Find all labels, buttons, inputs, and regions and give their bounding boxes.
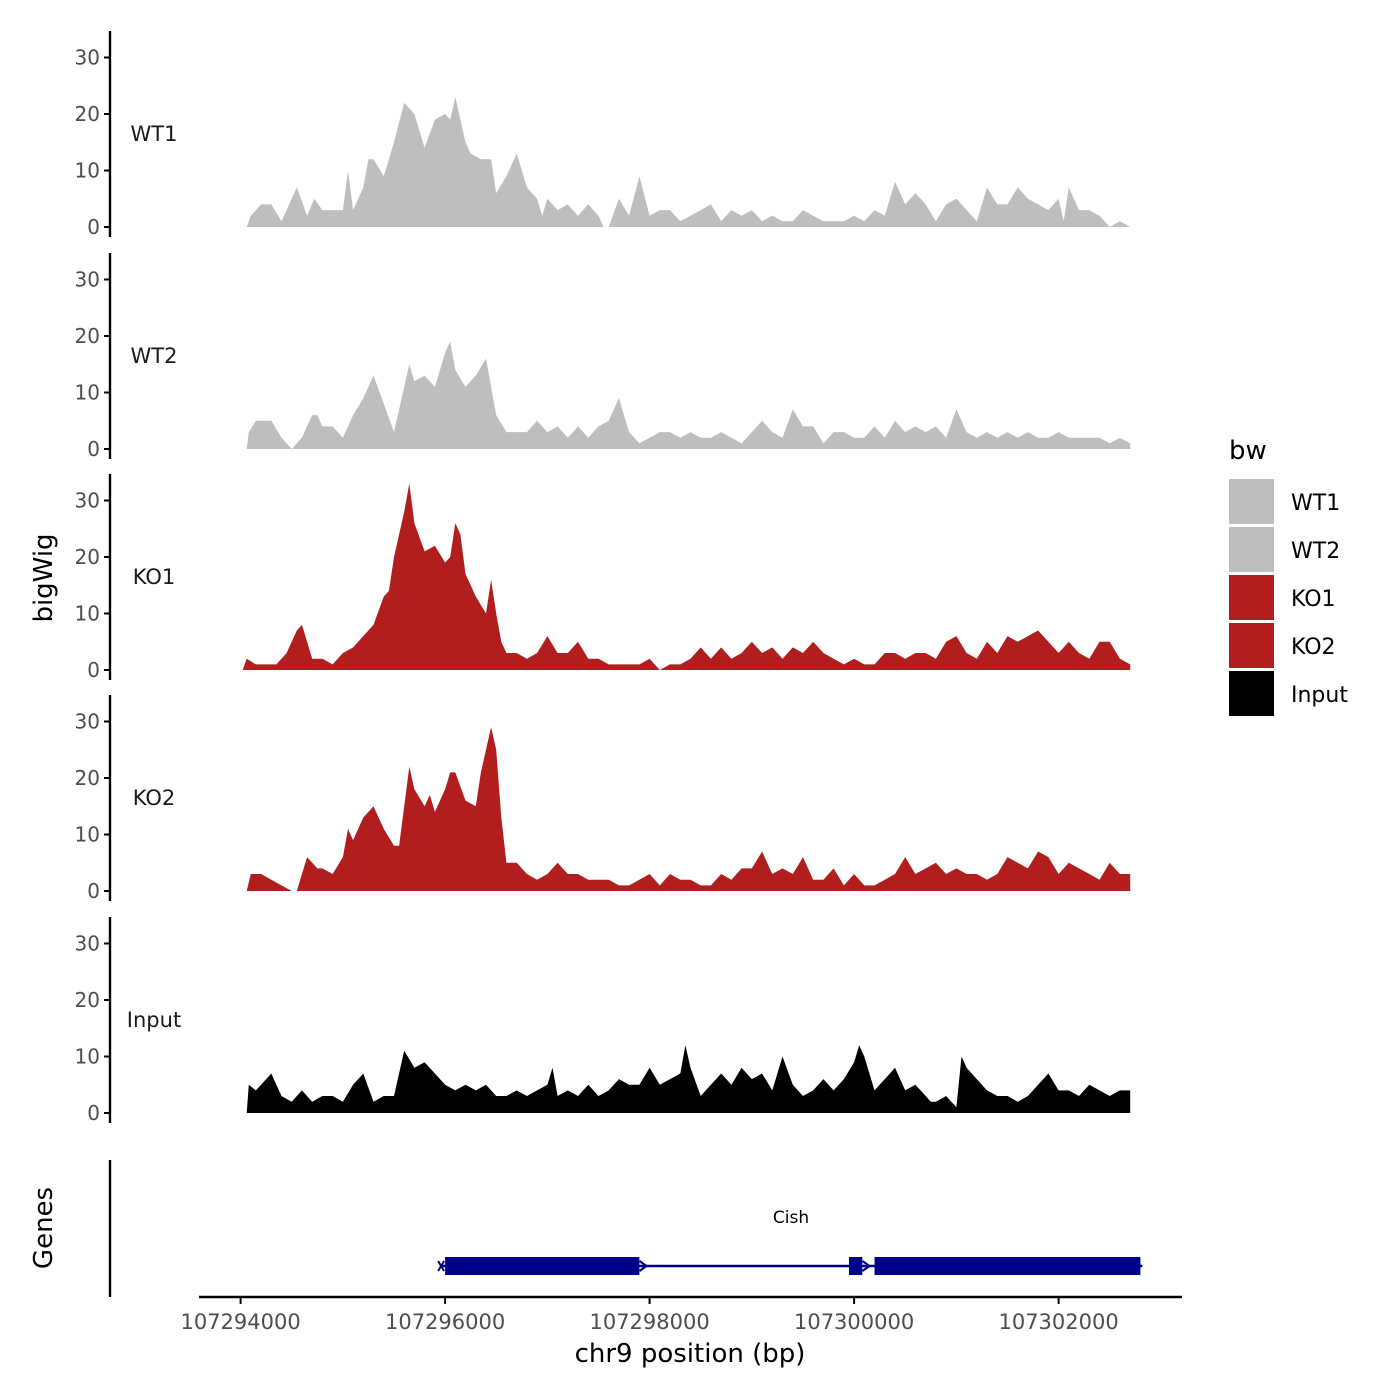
coverage-area-ko1 (242, 483, 1131, 670)
x-tick-label: 107300000 (794, 1310, 914, 1334)
legend-key-input (1229, 671, 1274, 716)
legend-key-wt2 (1229, 527, 1274, 572)
x-tick-label: 107294000 (180, 1310, 300, 1334)
legend-key-ko1 (1229, 575, 1274, 620)
y-tick-label: 30 (75, 268, 100, 292)
coverage-area-ko2 (246, 727, 1131, 891)
y-tick-label: 30 (75, 710, 100, 734)
coverage-area-wt2 (246, 341, 1131, 449)
x-tick-label: 107302000 (998, 1310, 1118, 1334)
gene-start-mark (437, 1260, 445, 1272)
legend-key-wt1 (1229, 479, 1274, 524)
track-panel-wt1: 0 10 20 30 WT1 (75, 31, 1131, 239)
y-tick-label: 20 (75, 988, 100, 1012)
x-axis: 107294000 107296000 107298000 107300000 1073… (180, 1295, 1182, 1334)
y-tick-label: 10 (75, 381, 100, 405)
y-tick-label: 20 (75, 324, 100, 348)
gene-exon (874, 1257, 1141, 1275)
gene-track: Cish (108, 1160, 1143, 1297)
gene-exon (445, 1257, 640, 1275)
track-panel-wt2: 0 10 20 30 WT2 (75, 253, 1131, 461)
legend-label-ko1: KO1 (1291, 587, 1336, 612)
y-tick-label: 30 (75, 932, 100, 956)
track-label-wt1: WT1 (131, 122, 178, 146)
x-axis-title: chr9 position (bp) (575, 1339, 806, 1369)
coverage-area-input (246, 1045, 1131, 1113)
y-axis-title: bigWig (29, 533, 59, 622)
y-tick-label: 10 (75, 602, 100, 626)
y-tick-label: 10 (75, 1045, 100, 1069)
y-tick-label: 10 (75, 823, 100, 847)
bigwig-panels: 0 10 20 30 WT1 0 10 20 30 WT2 0 10 20 30 KO1 0 10 20 30 KO2… (75, 31, 1131, 1125)
coverage-area-wt1 (246, 97, 1131, 227)
legend-key-ko2 (1229, 623, 1274, 668)
track-label-input: Input (127, 1008, 181, 1032)
legend-label-wt1: WT1 (1291, 491, 1340, 516)
gene-name-label: Cish (773, 1208, 809, 1228)
x-tick-label: 107296000 (385, 1310, 505, 1334)
x-tick-label: 107298000 (589, 1310, 709, 1334)
y-tick-label: 20 (75, 545, 100, 569)
track-panel-ko1: 0 10 20 30 KO1 (75, 474, 1131, 682)
legend: bw WT1 WT2 KO1 KO2 Input (1229, 436, 1348, 716)
y-tick-label: 10 (75, 159, 100, 183)
y-tick-label: 0 (87, 658, 100, 682)
track-label-ko1: KO1 (133, 565, 176, 589)
track-panel-input: 0 10 20 30 Input (75, 917, 1131, 1125)
y-tick-label: 0 (87, 879, 100, 903)
legend-label-input: Input (1291, 683, 1348, 708)
track-panel-ko2: 0 10 20 30 KO2 (75, 695, 1131, 903)
legend-title: bw (1229, 436, 1267, 466)
y-tick-label: 20 (75, 102, 100, 126)
track-label-ko2: KO2 (133, 786, 176, 810)
y-tick-label: 30 (75, 46, 100, 70)
y-tick-label: 0 (87, 437, 100, 461)
y-tick-label: 0 (87, 1101, 100, 1125)
track-label-wt2: WT2 (131, 344, 178, 368)
y-tick-label: 0 (87, 215, 100, 239)
strand-arrow (861, 1260, 872, 1272)
gene-exon (848, 1257, 863, 1275)
y-tick-label: 20 (75, 766, 100, 790)
legend-label-ko2: KO2 (1291, 635, 1336, 660)
strand-arrow (638, 1260, 649, 1272)
genes-axis-title: Genes (29, 1187, 59, 1269)
legend-label-wt2: WT2 (1291, 539, 1340, 564)
y-tick-label: 30 (75, 489, 100, 513)
